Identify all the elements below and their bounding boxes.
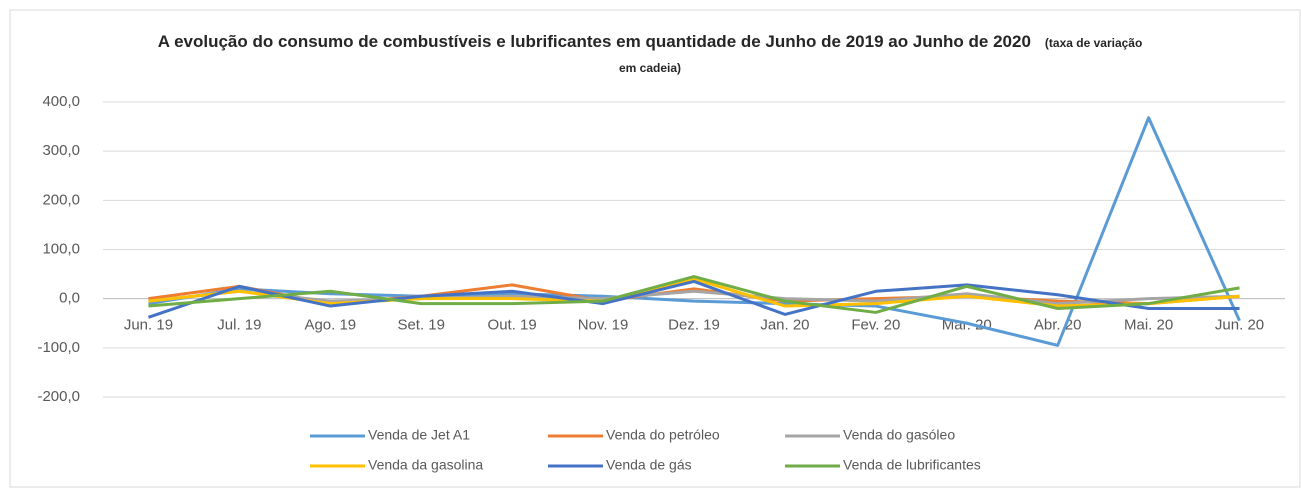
- x-tick-label: Out. 19: [488, 317, 537, 334]
- legend-label: Venda de Jet A1: [368, 427, 470, 443]
- x-tick-label: Jul. 19: [217, 317, 261, 334]
- y-tick-label: 300,0: [42, 142, 80, 159]
- x-tick-label: Abr. 20: [1034, 317, 1082, 334]
- chart-title-block: A evolução do consumo de combustíveis e …: [150, 30, 1150, 80]
- y-tick-label: 0,0: [59, 290, 80, 307]
- x-tick-label: Ago. 19: [304, 317, 356, 334]
- legend-label: Venda da gasolina: [368, 457, 483, 473]
- y-tick-label: 400,0: [42, 93, 80, 110]
- series-line: [148, 277, 1240, 308]
- legend-label: Venda de gás: [606, 457, 692, 473]
- chart-title: A evolução do consumo de combustíveis e …: [157, 32, 1031, 51]
- chart-border: [9, 9, 1301, 488]
- legend-label: Venda do petróleo: [606, 427, 720, 443]
- x-tick-label: Mai. 20: [1124, 317, 1173, 334]
- series-line: [148, 116, 1241, 347]
- legend-label: Venda do gasóleo: [843, 427, 955, 443]
- y-tick-label: 100,0: [42, 240, 80, 257]
- chart-subtitle: (taxa de variação em cadeia): [618, 36, 1143, 75]
- x-tick-label: Set. 19: [397, 317, 445, 334]
- y-tick-label: -200,0: [37, 388, 80, 405]
- x-tick-label: Jun. 20: [1215, 317, 1264, 334]
- x-tick-label: Jan. 20: [760, 317, 809, 334]
- x-tick-label: Fev. 20: [851, 317, 900, 334]
- x-tick-label: Dez. 19: [668, 317, 720, 334]
- series-line: [147, 279, 1240, 319]
- y-tick-label: -100,0: [37, 339, 80, 356]
- y-tick-label: 200,0: [42, 191, 80, 208]
- legend-label: Venda de lubrificantes: [843, 457, 981, 473]
- series-line: [148, 289, 1240, 306]
- series-line: [148, 275, 1240, 314]
- x-tick-label: Nov. 19: [578, 317, 629, 334]
- x-tick-label: Jun. 19: [124, 317, 173, 334]
